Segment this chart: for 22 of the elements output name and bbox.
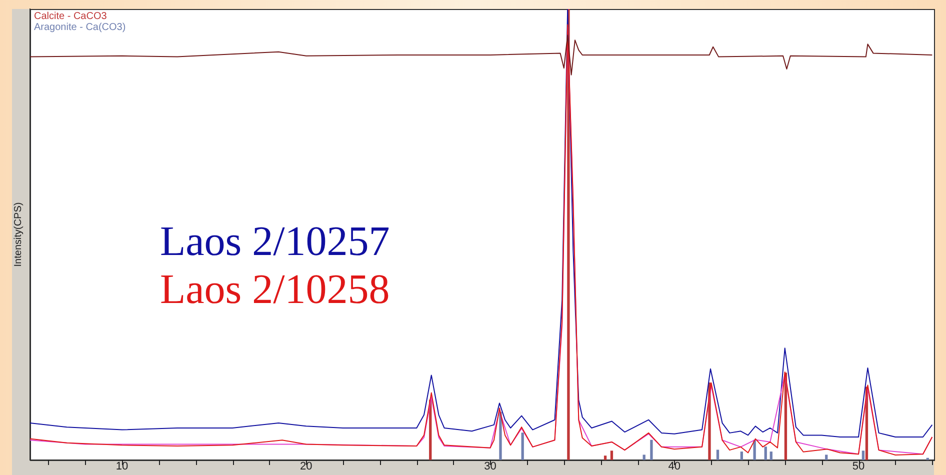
text: Laos 2/10257 xyxy=(160,218,390,265)
x-tick-label: 20 xyxy=(300,460,312,473)
x-tick-label: 30 xyxy=(484,460,496,473)
bar xyxy=(740,452,744,460)
bar xyxy=(604,456,607,460)
bar xyxy=(753,440,756,460)
bar xyxy=(499,412,502,460)
y-axis-title: Intensity(CPS) xyxy=(12,202,24,267)
x-tick-label: 10 xyxy=(116,460,128,473)
bar xyxy=(716,450,720,460)
bar xyxy=(825,454,828,460)
text: Laos 2/10258 xyxy=(160,266,390,313)
bar xyxy=(650,440,653,460)
bar xyxy=(862,450,865,460)
text: Aragonite - Ca(CO3) xyxy=(34,22,126,33)
bar xyxy=(764,446,767,460)
bar xyxy=(770,452,772,460)
bar xyxy=(521,432,524,460)
text: Calcite - CaCO3 xyxy=(34,10,108,22)
bar xyxy=(642,454,646,460)
x-tick-label: 40 xyxy=(668,460,681,473)
bar xyxy=(610,450,614,460)
